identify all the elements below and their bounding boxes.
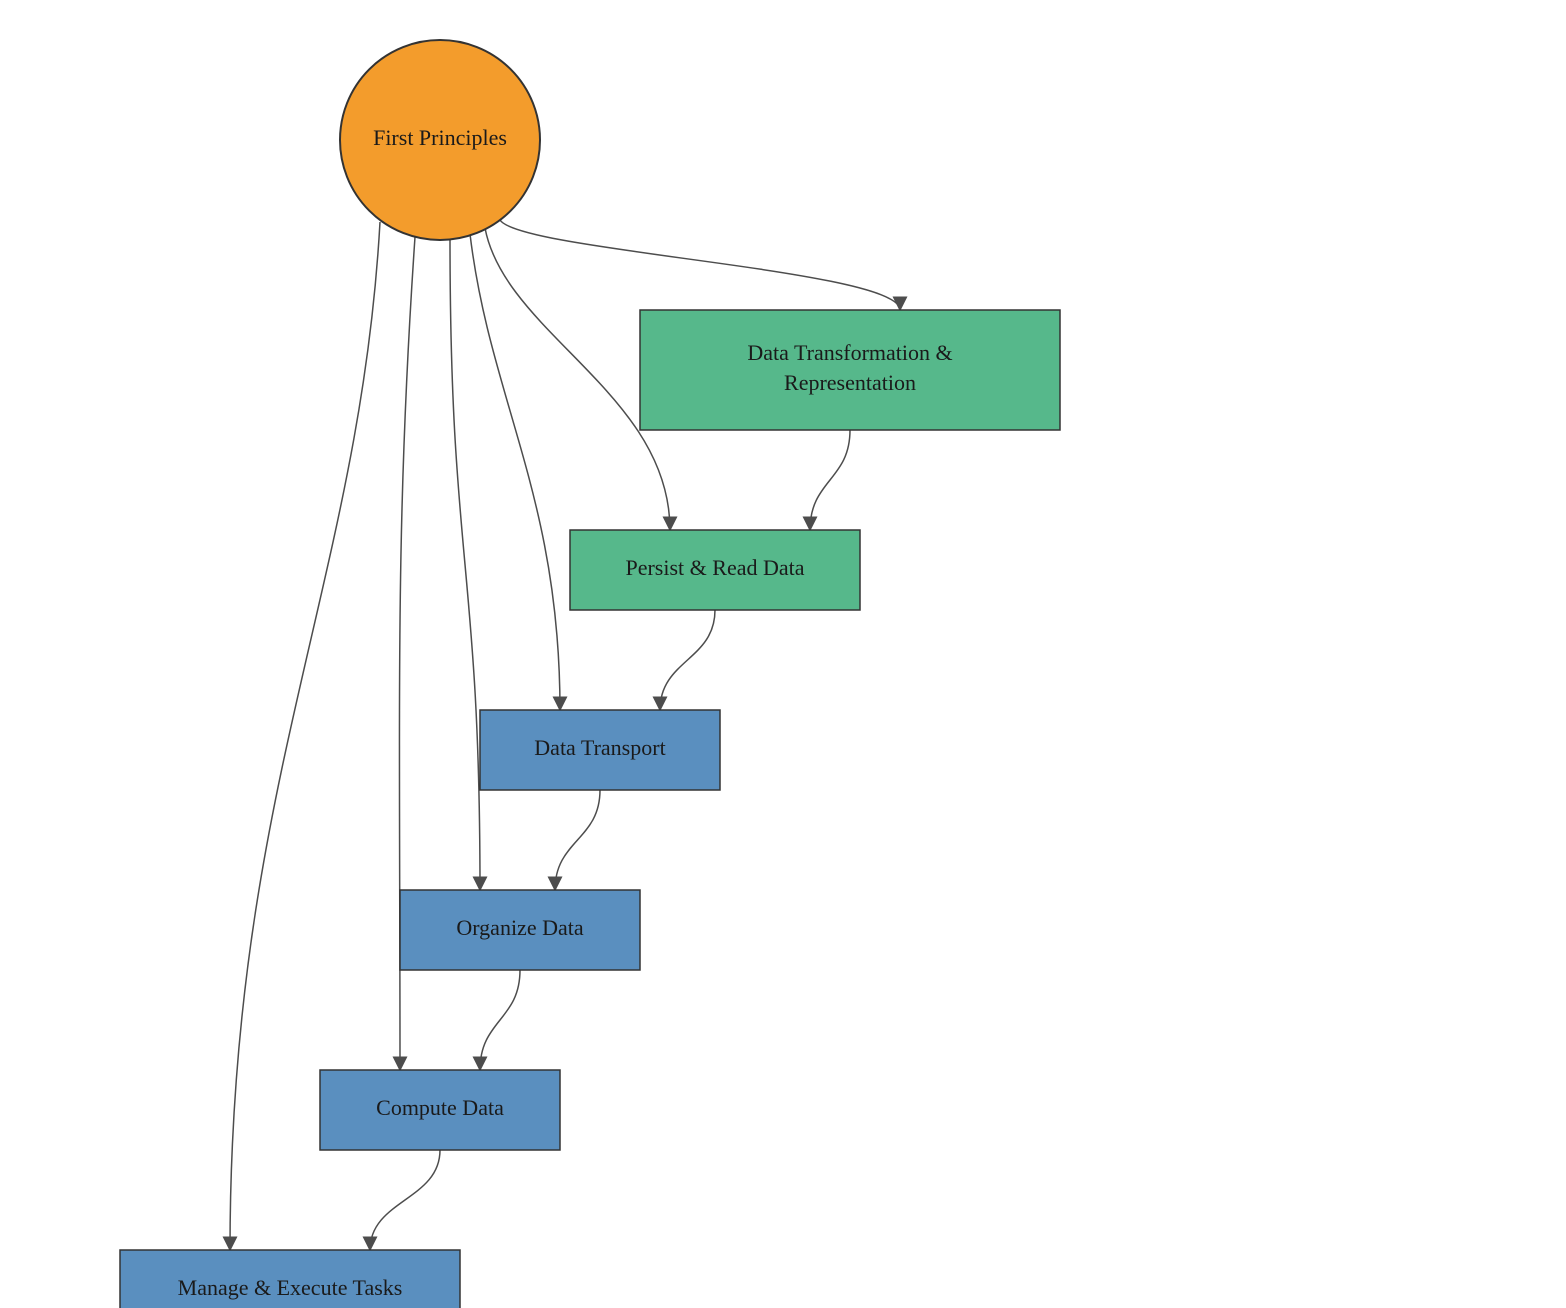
node-label-data-transport: Data Transport — [534, 735, 665, 760]
edge-first-principles-to-data-transport — [470, 234, 560, 710]
edge-compute-data-to-manage-execute — [370, 1150, 440, 1250]
node-layer: First Principles Data Transformation &Rep… — [120, 40, 1060, 1308]
edge-first-principles-to-organize-data — [450, 239, 480, 890]
node-organize-data: Organize Data — [400, 890, 640, 970]
node-persist-read: Persist & Read Data — [570, 530, 860, 610]
node-data-transport: Data Transport — [480, 710, 720, 790]
edge-first-principles-to-data-transformation — [500, 220, 900, 310]
node-manage-execute: Manage & Execute Tasks — [120, 1250, 460, 1308]
node-data-transformation: Data Transformation &Representation — [640, 310, 1060, 430]
flowchart-canvas: First Principles Data Transformation &Rep… — [0, 0, 1566, 1308]
node-label-compute-data: Compute Data — [376, 1095, 504, 1120]
node-first-principles: First Principles — [340, 40, 540, 240]
edge-data-transformation-to-persist-read — [810, 430, 850, 530]
edge-data-transport-to-organize-data — [555, 790, 600, 890]
node-label-first-principles: First Principles — [373, 125, 507, 150]
node-label-persist-read: Persist & Read Data — [625, 555, 804, 580]
node-label-manage-execute: Manage & Execute Tasks — [178, 1275, 403, 1300]
node-compute-data: Compute Data — [320, 1070, 560, 1150]
edge-organize-data-to-compute-data — [480, 970, 520, 1070]
node-label-organize-data: Organize Data — [456, 915, 583, 940]
edge-persist-read-to-data-transport — [660, 610, 715, 710]
